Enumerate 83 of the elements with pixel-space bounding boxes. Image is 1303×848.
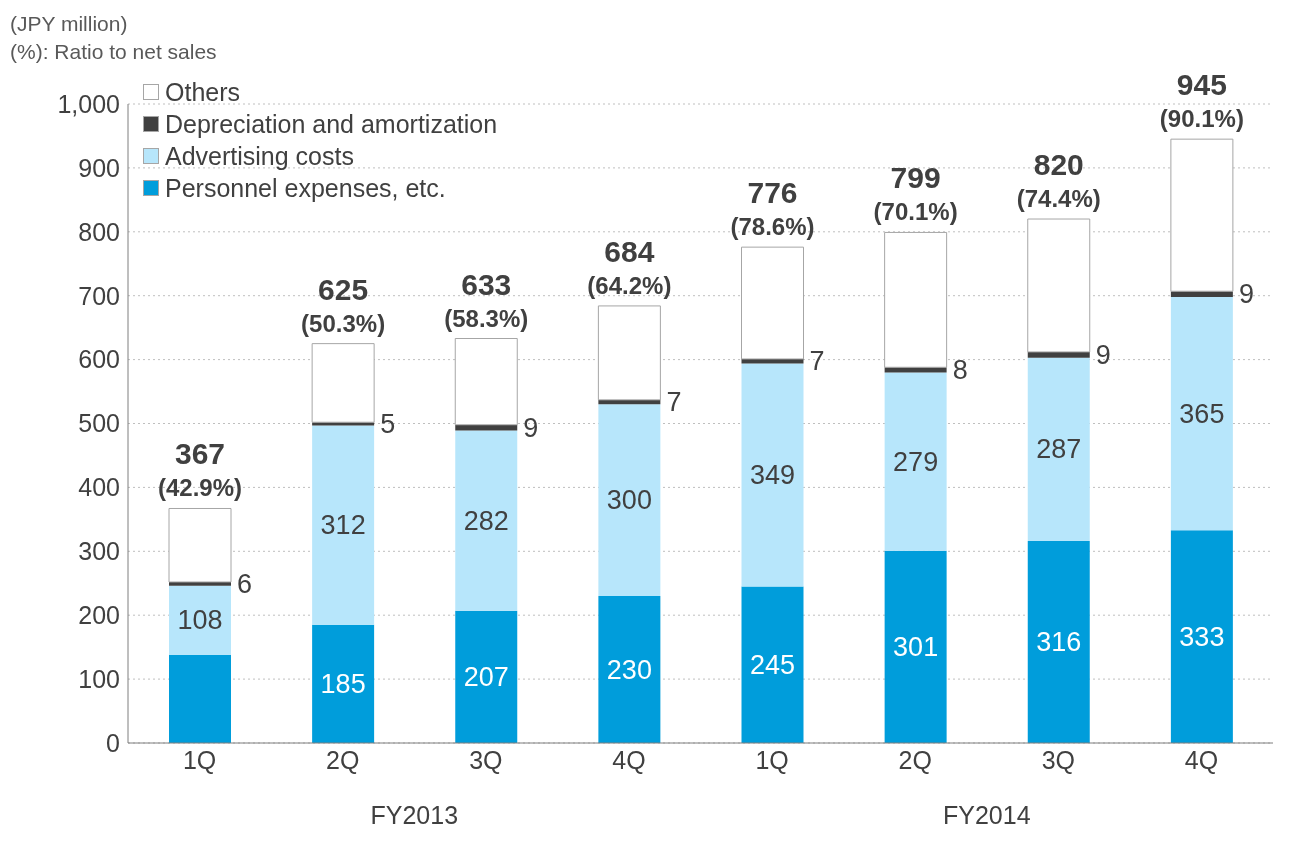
y-tick-label: 900 [78, 153, 120, 182]
bar [598, 596, 661, 743]
bar [455, 424, 518, 431]
x-tick-label: 2Q [898, 745, 932, 774]
x-tick-label: 4Q [612, 745, 646, 774]
data-label: 9 [1238, 279, 1254, 310]
bar [455, 430, 518, 611]
data-label: 333 [1179, 621, 1225, 652]
total-label: 684 (64.2%) [587, 234, 672, 299]
total-label: 367 (42.9%) [157, 437, 243, 502]
bar [741, 246, 804, 360]
bar [741, 586, 804, 743]
data-label: 316 [1036, 627, 1082, 658]
data-label: 245 [749, 649, 796, 680]
data-label: 282 [463, 505, 509, 536]
data-label: 207 [463, 661, 509, 692]
data-label: 312 [320, 510, 366, 541]
bar [168, 507, 232, 583]
data-label: 301 [893, 631, 939, 662]
total-label: 820 (74.4%) [1016, 148, 1101, 213]
y-tick-label: 800 [78, 217, 120, 246]
data-label: 349 [749, 459, 796, 490]
bar [884, 372, 947, 551]
legend-label: Others [165, 77, 241, 108]
legend-label: Advertising costs [165, 141, 354, 172]
x-tick-label: 3Q [469, 745, 503, 774]
legend-label: Depreciation and amortization [165, 109, 498, 140]
bar [312, 624, 375, 743]
y-tick-label: 300 [78, 537, 120, 566]
y-tick-label: 400 [78, 473, 120, 502]
bar [884, 550, 947, 743]
chart-title: (JPY million) [10, 11, 129, 37]
data-label: 7 [809, 346, 825, 377]
data-label: 9 [523, 412, 539, 443]
bar [169, 585, 231, 655]
bar [169, 654, 231, 743]
total-label: 799 (70.1%) [873, 161, 958, 226]
data-label: 279 [893, 446, 939, 477]
bar [597, 305, 661, 401]
bar [311, 343, 375, 423]
x-tick-label: 1Q [182, 745, 217, 774]
x-tick-label: 3Q [1041, 745, 1075, 774]
total-label: 776 (78.6%) [730, 176, 815, 241]
y-tick-label: 0 [106, 728, 120, 757]
data-label: 185 [320, 668, 366, 699]
total-label: 625 (50.3%) [301, 272, 386, 337]
bar [1027, 541, 1090, 743]
bar [1170, 138, 1234, 292]
bar [455, 610, 518, 743]
y-tick-label: 200 [78, 601, 120, 630]
data-label: 5 [380, 408, 396, 439]
x-tick-label: 4Q [1184, 745, 1219, 774]
data-label: 300 [606, 485, 652, 516]
text: FY2013 [369, 801, 460, 830]
text: FY2014 [941, 801, 1032, 830]
y-tick-label: 600 [78, 345, 120, 374]
bar [1027, 218, 1091, 353]
legend-label: Personnel expenses, etc. [165, 173, 446, 204]
data-label: 365 [1179, 398, 1225, 429]
data-label: 7 [666, 387, 682, 418]
x-tick-label: 1Q [755, 745, 789, 774]
data-label: 108 [177, 605, 223, 636]
y-tick-label: 1,000 [57, 89, 120, 118]
bar [1027, 357, 1090, 542]
total-label: 633 (58.3%) [444, 267, 529, 332]
data-label: 287 [1036, 434, 1082, 465]
bar [454, 338, 518, 426]
y-tick-label: 100 [78, 664, 120, 693]
y-tick-label: 500 [78, 409, 120, 438]
bar [598, 404, 661, 597]
data-label: 8 [952, 354, 968, 385]
data-label: 9 [1095, 339, 1111, 370]
bar [884, 231, 948, 368]
y-tick-label: 700 [78, 281, 120, 310]
bar [312, 425, 375, 625]
chart-subtitle: (%): Ratio to net sales [10, 39, 217, 65]
data-label: 230 [606, 654, 652, 685]
bar [741, 363, 804, 587]
bar [1170, 530, 1233, 743]
total-label: 945 (90.1%) [1159, 68, 1244, 133]
x-tick-label: 2Q [326, 745, 360, 774]
bar [1170, 296, 1233, 531]
data-label: 6 [237, 568, 253, 599]
